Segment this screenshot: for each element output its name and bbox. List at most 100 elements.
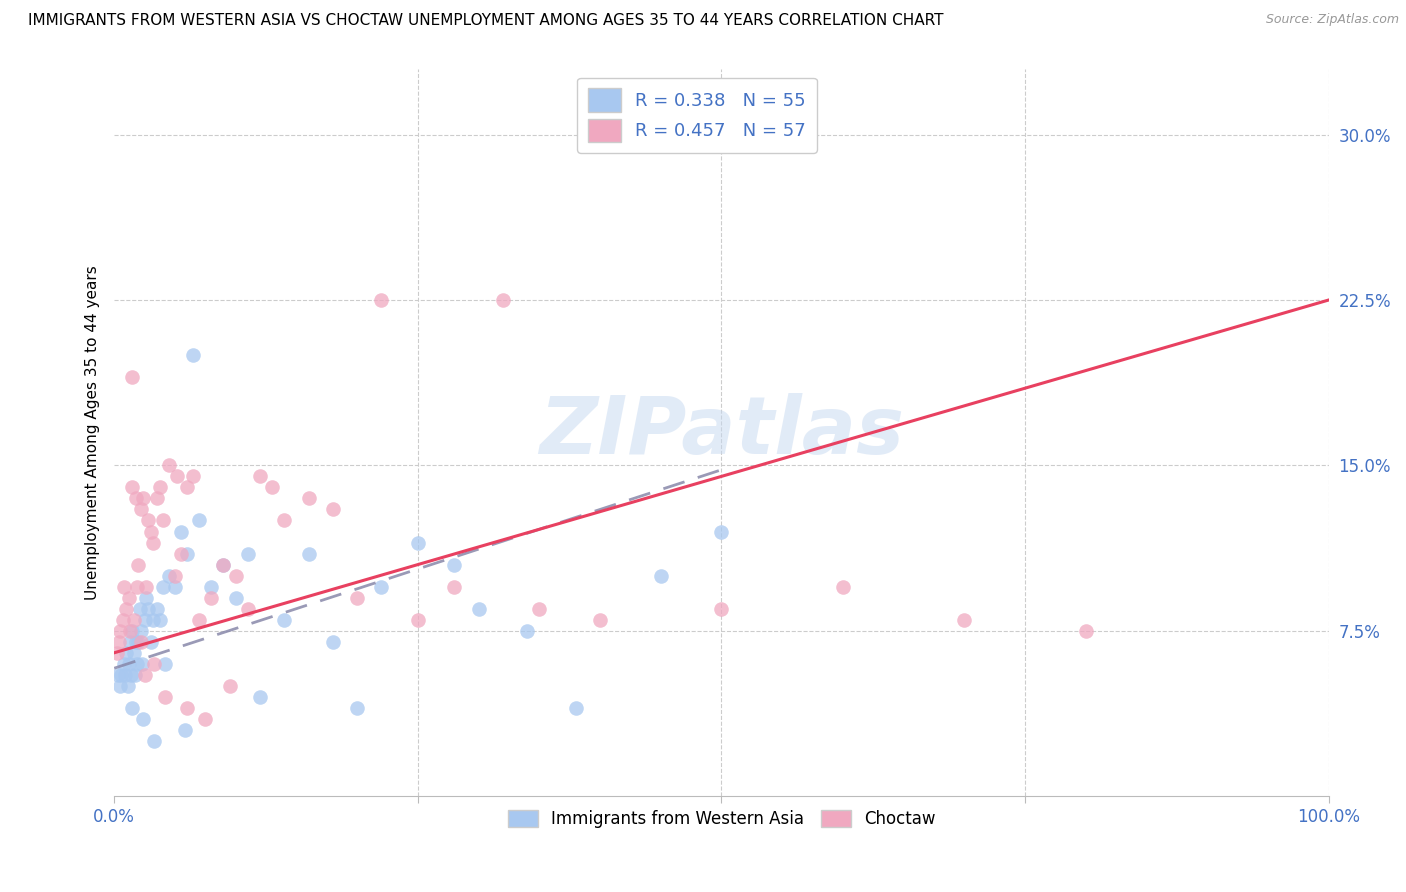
Point <box>406 613 429 627</box>
Point <box>170 524 193 539</box>
Point <box>110 668 132 682</box>
Point <box>135 580 157 594</box>
Point <box>112 580 135 594</box>
Point <box>129 502 152 516</box>
Point <box>173 723 195 737</box>
Point <box>236 601 259 615</box>
Point <box>152 514 174 528</box>
Point <box>236 547 259 561</box>
Point <box>115 646 138 660</box>
Point <box>142 535 165 549</box>
Point <box>194 712 217 726</box>
Point <box>529 601 551 615</box>
Point <box>157 568 180 582</box>
Point <box>139 524 162 539</box>
Point <box>122 613 145 627</box>
Point <box>322 634 344 648</box>
Point <box>200 591 222 605</box>
Point <box>110 679 132 693</box>
Point <box>134 668 156 682</box>
Point <box>125 634 148 648</box>
Point <box>188 514 211 528</box>
Point <box>163 568 186 582</box>
Point <box>143 657 166 671</box>
Point <box>127 580 149 594</box>
Point <box>273 514 295 528</box>
Point <box>831 580 853 594</box>
Point <box>564 701 586 715</box>
Point <box>467 601 489 615</box>
Point <box>492 293 515 307</box>
Point <box>176 547 198 561</box>
Point <box>114 668 136 682</box>
Point <box>127 657 149 671</box>
Point <box>142 613 165 627</box>
Point <box>111 613 134 627</box>
Point <box>121 480 143 494</box>
Point <box>145 491 167 506</box>
Point <box>170 547 193 561</box>
Point <box>273 613 295 627</box>
Point <box>149 480 172 494</box>
Point <box>118 624 141 638</box>
Point <box>112 657 135 671</box>
Point <box>118 657 141 671</box>
Point <box>181 469 204 483</box>
Point <box>128 601 150 615</box>
Point <box>710 524 733 539</box>
Point <box>166 469 188 483</box>
Point <box>212 558 235 572</box>
Point <box>115 601 138 615</box>
Point <box>121 624 143 638</box>
Point <box>406 535 429 549</box>
Point <box>121 701 143 715</box>
Point <box>118 634 141 648</box>
Point <box>149 613 172 627</box>
Point <box>135 591 157 605</box>
Point <box>152 580 174 594</box>
Point <box>129 624 152 638</box>
Y-axis label: Unemployment Among Ages 35 to 44 years: Unemployment Among Ages 35 to 44 years <box>86 265 100 599</box>
Point <box>346 591 368 605</box>
Point <box>249 469 271 483</box>
Point <box>136 601 159 615</box>
Point <box>108 634 131 648</box>
Point <box>120 668 142 682</box>
Point <box>181 348 204 362</box>
Point <box>650 568 672 582</box>
Point <box>370 580 392 594</box>
Text: IMMIGRANTS FROM WESTERN ASIA VS CHOCTAW UNEMPLOYMENT AMONG AGES 35 TO 44 YEARS C: IMMIGRANTS FROM WESTERN ASIA VS CHOCTAW … <box>28 13 943 29</box>
Point <box>176 480 198 494</box>
Point <box>139 634 162 648</box>
Point <box>125 491 148 506</box>
Point <box>443 558 465 572</box>
Point <box>143 734 166 748</box>
Point <box>131 657 153 671</box>
Point <box>136 514 159 528</box>
Point <box>153 657 176 671</box>
Point <box>145 601 167 615</box>
Point <box>163 580 186 594</box>
Point <box>225 591 247 605</box>
Point <box>118 591 141 605</box>
Point <box>134 613 156 627</box>
Point <box>249 690 271 704</box>
Point <box>176 701 198 715</box>
Point <box>129 634 152 648</box>
Point <box>122 646 145 660</box>
Point <box>953 613 976 627</box>
Point <box>370 293 392 307</box>
Point <box>218 679 240 693</box>
Point <box>127 558 149 572</box>
Legend: Immigrants from Western Asia, Choctaw: Immigrants from Western Asia, Choctaw <box>501 804 942 835</box>
Point <box>153 690 176 704</box>
Point <box>589 613 612 627</box>
Point <box>157 458 180 473</box>
Point <box>710 601 733 615</box>
Point <box>132 712 155 726</box>
Point <box>262 480 284 494</box>
Point <box>110 624 132 638</box>
Point <box>297 547 319 561</box>
Text: ZIPatlas: ZIPatlas <box>538 393 904 471</box>
Point <box>105 646 128 660</box>
